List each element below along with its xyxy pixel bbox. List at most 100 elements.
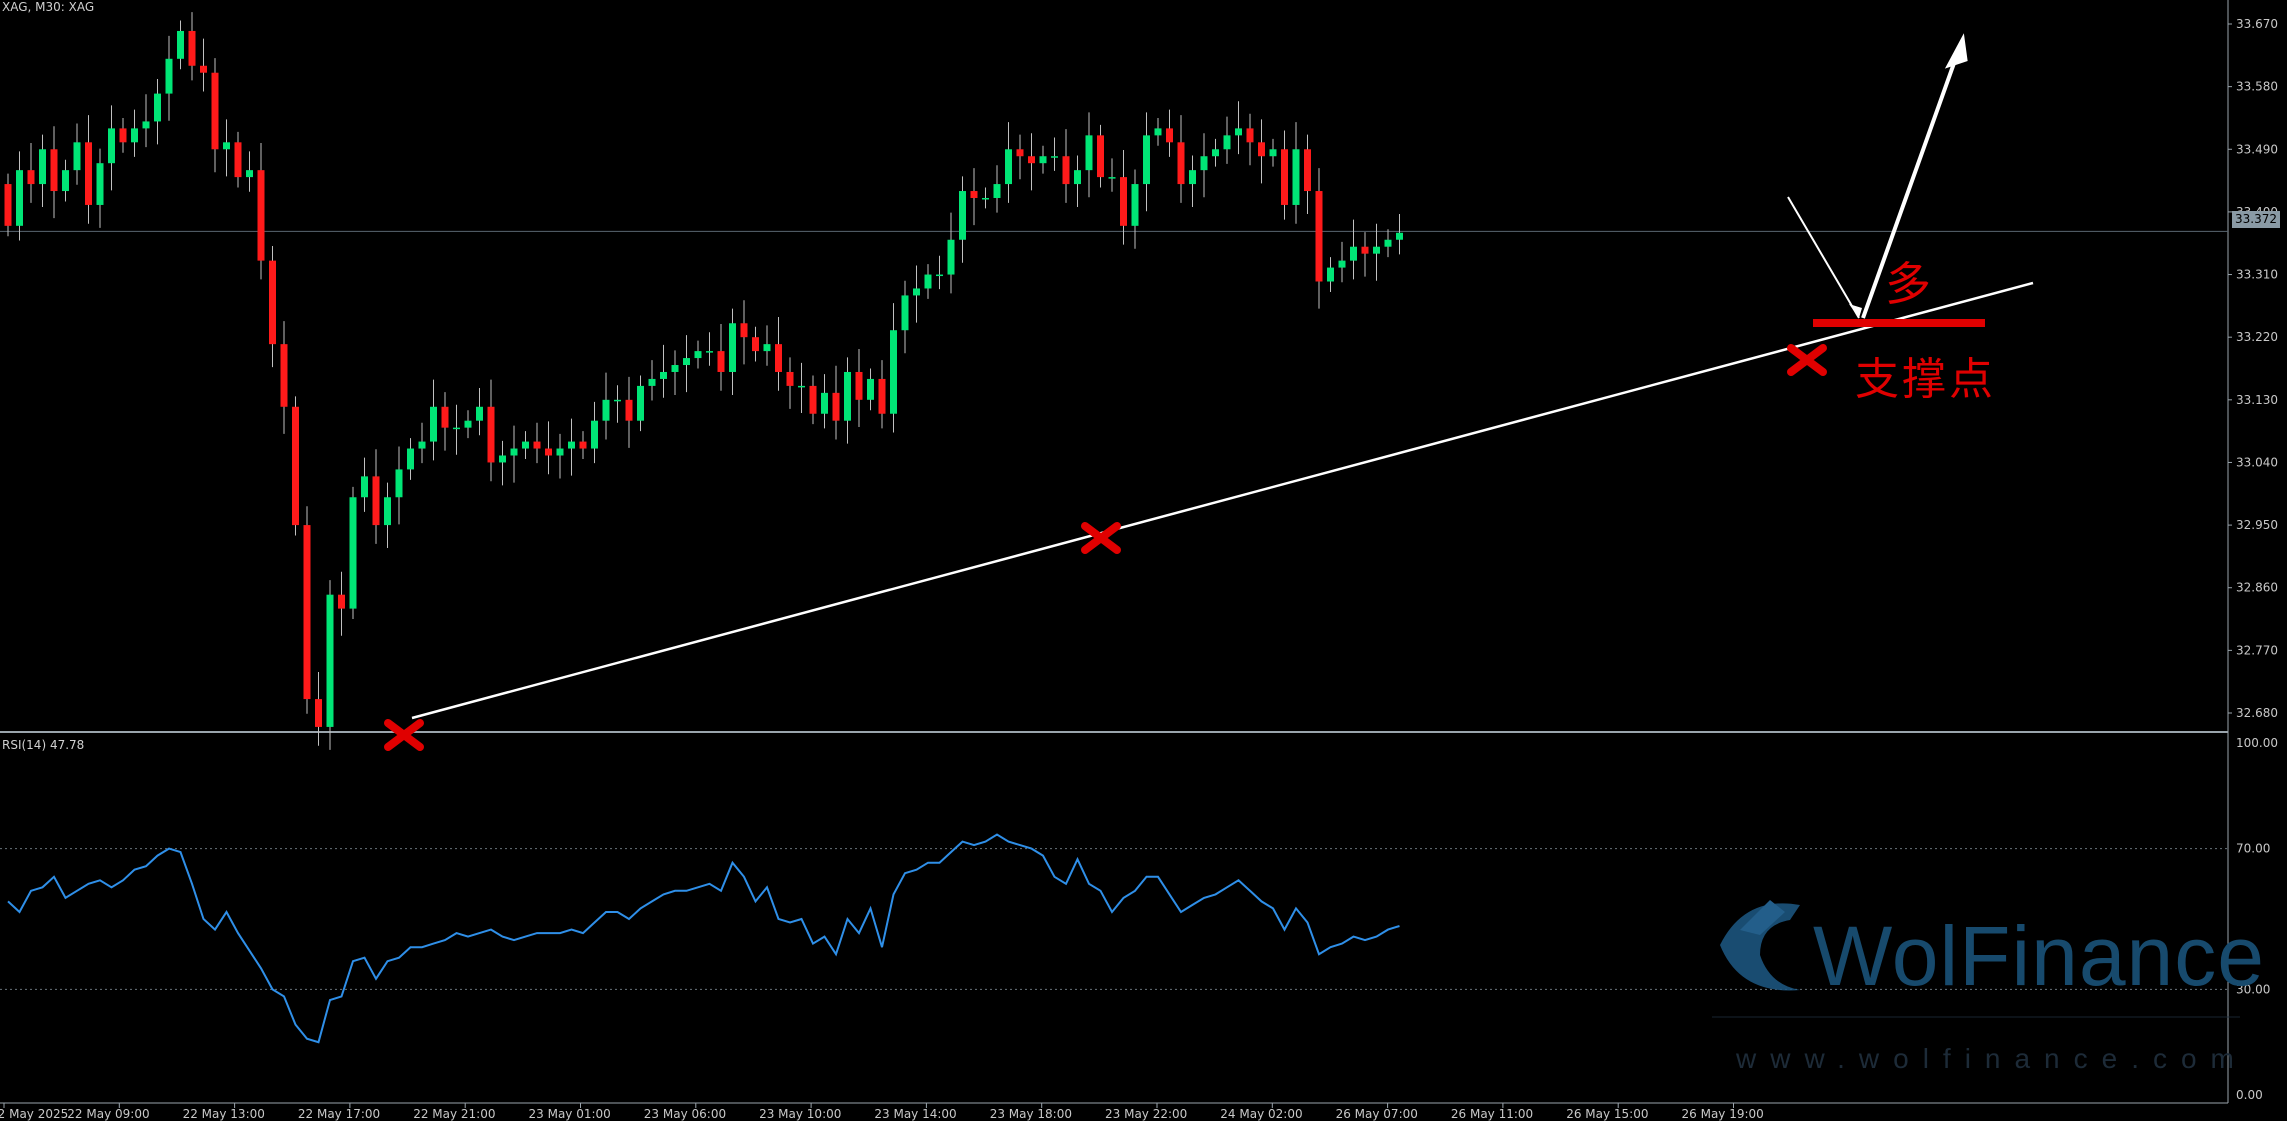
rsi-line <box>7 833 1400 1044</box>
x-mark-stroke <box>384 719 424 751</box>
drawing-overlay[interactable] <box>384 33 2240 1018</box>
candle-body <box>476 406 483 421</box>
candle-body <box>1281 149 1288 205</box>
candle-body <box>545 448 552 456</box>
time-tick-label: 26 May 15:00 <box>1566 1107 1648 1121</box>
candle-body <box>418 441 426 449</box>
candle-body <box>982 197 989 200</box>
candle-body <box>1235 128 1242 136</box>
watermark-logo-icon <box>1712 900 2240 1018</box>
candle-body <box>1396 232 1403 240</box>
candle-body <box>487 406 495 463</box>
candle-body <box>913 288 920 296</box>
candle-body <box>223 142 230 150</box>
candle-body <box>464 420 472 428</box>
time-tick-label: 23 May 10:00 <box>759 1107 841 1121</box>
support-level-bar <box>1813 319 1985 327</box>
candle-body <box>717 351 725 372</box>
candle-body <box>499 455 506 463</box>
time-tick-label: 23 May 06:00 <box>644 1107 726 1121</box>
time-tick-label: 22 May 09:00 <box>67 1107 149 1121</box>
candle-body <box>637 385 644 421</box>
watermark-url: www.wolfinance.com <box>1736 1043 2248 1074</box>
candle-body <box>395 469 403 498</box>
candle-body <box>1315 191 1323 282</box>
low-marker <box>1081 522 1121 554</box>
candle-body <box>844 371 851 421</box>
candle-body <box>326 594 334 727</box>
candle-body <box>1154 128 1162 136</box>
candle-body <box>614 399 621 402</box>
candle-body <box>1028 156 1035 164</box>
low-marker <box>384 719 424 751</box>
support-annotation: 支撑点 <box>1855 354 1996 405</box>
candle-body <box>878 378 886 414</box>
price-tick-label: 33.130 <box>2236 393 2278 407</box>
candle-body <box>211 72 219 150</box>
candle-body <box>1189 170 1196 185</box>
candle-body <box>959 191 966 240</box>
candle-body <box>1327 267 1334 282</box>
price-tick-label: 32.950 <box>2236 518 2278 532</box>
candle-body <box>1143 135 1150 185</box>
candle-body <box>131 128 138 143</box>
time-tick-label: 23 May 22:00 <box>1105 1107 1187 1121</box>
candle-body <box>85 142 92 205</box>
axes: 33.67033.58033.49033.40033.31033.22033.1… <box>0 17 2278 1121</box>
candle-body <box>154 93 161 122</box>
candle-body <box>384 497 391 526</box>
candle-body <box>1166 128 1173 143</box>
price-tick-label: 33.040 <box>2236 455 2278 469</box>
time-tick-label: 23 May 14:00 <box>874 1107 956 1121</box>
time-tick-label: 23 May 01:00 <box>529 1107 611 1121</box>
up-arrow-line <box>1861 51 1960 319</box>
candle-body <box>591 420 598 449</box>
time-tick-label: 24 May 02:00 <box>1220 1107 1302 1121</box>
candle-body <box>1384 239 1392 247</box>
candle-body <box>867 378 874 400</box>
watermark-brand: WolFinance <box>1813 909 2265 1003</box>
candle-body <box>660 371 667 379</box>
candle-body <box>1177 142 1185 185</box>
time-tick-label: 22 May 17:00 <box>298 1107 380 1121</box>
price-tick-label: 32.770 <box>2236 643 2278 657</box>
candle-body <box>1258 142 1265 157</box>
candle-body <box>165 58 173 94</box>
candle-body <box>246 170 253 178</box>
candle-body <box>522 441 529 449</box>
candle-body <box>73 142 81 171</box>
candle-body <box>970 191 978 198</box>
current-price-badge: 33.372 <box>2232 211 2280 228</box>
candle-body <box>533 441 541 449</box>
x-mark-stroke <box>1081 522 1121 554</box>
candle-body <box>1074 170 1081 185</box>
candle-body <box>1361 246 1369 254</box>
rsi-tick-label: 0.00 <box>2236 1088 2263 1102</box>
candle-body <box>349 497 357 609</box>
candle-body <box>1085 135 1093 171</box>
rsi-title: RSI(14) 47.78 <box>2 738 85 752</box>
time-tick-label: 22 May 13:00 <box>183 1107 265 1121</box>
candle-body <box>1304 149 1311 192</box>
time-tick-label: 26 May 07:00 <box>1336 1107 1418 1121</box>
rsi-tick-label: 30.00 <box>2236 982 2270 996</box>
candle-body <box>936 274 943 277</box>
time-tick-label: 26 May 11:00 <box>1451 1107 1533 1121</box>
candle-body <box>177 30 184 59</box>
candle-body <box>108 128 115 164</box>
candle-body <box>798 385 805 388</box>
candle-body <box>1062 156 1070 185</box>
candle-body <box>729 323 736 372</box>
candle-body <box>269 260 276 345</box>
candle-body <box>39 149 46 185</box>
candle-body <box>16 170 23 226</box>
rsi-tick-label: 70.00 <box>2236 842 2270 856</box>
candle-body <box>901 295 909 331</box>
time-tick-label: 26 May 19:00 <box>1682 1107 1764 1121</box>
candle-body <box>96 163 104 205</box>
logo-shape <box>1720 903 1800 991</box>
candle-body <box>361 476 368 498</box>
up-arrow-head <box>1944 33 1968 69</box>
candle-body <box>315 699 322 727</box>
